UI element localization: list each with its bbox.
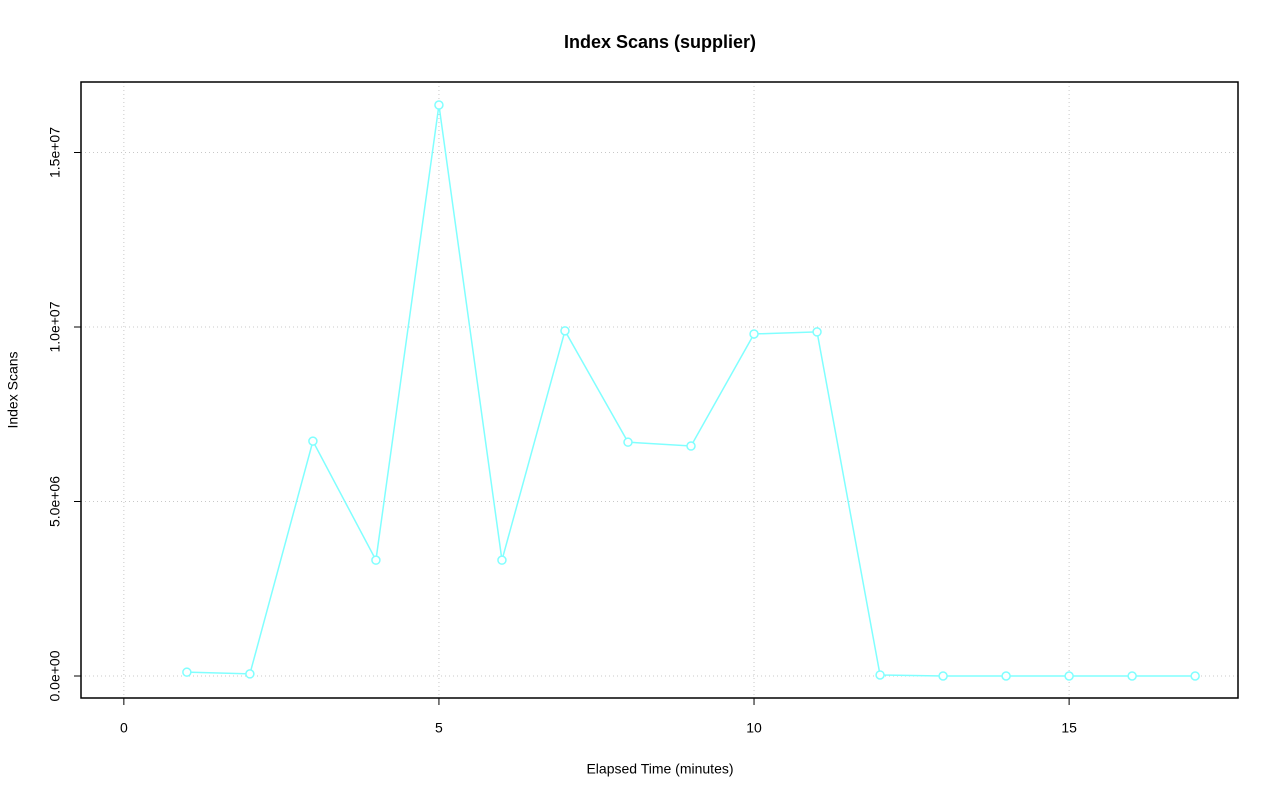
chart-title: Index Scans (supplier) — [564, 32, 756, 52]
data-point — [749, 329, 759, 339]
data-point — [686, 441, 696, 451]
data-point — [308, 436, 318, 446]
data-point — [434, 100, 444, 110]
x-tick-label: 10 — [746, 720, 762, 736]
data-point — [623, 437, 633, 447]
x-axis-label: Elapsed Time (minutes) — [586, 761, 733, 777]
y-tick-label: 5.0e+06 — [47, 476, 63, 527]
x-tick-label: 5 — [435, 720, 443, 736]
data-point — [245, 669, 255, 679]
data-point — [371, 555, 381, 565]
data-point — [1127, 671, 1137, 681]
series-line — [186, 104, 1196, 677]
data-point — [1064, 671, 1074, 681]
data-point — [182, 667, 192, 677]
plot-frame — [80, 81, 1239, 699]
data-point — [560, 326, 570, 336]
y-axis-label: Index Scans — [5, 351, 21, 428]
y-tick-label: 1.5e+07 — [47, 127, 63, 178]
data-point — [938, 671, 948, 681]
data-point — [812, 327, 822, 337]
y-tick-label: 1.0e+07 — [47, 301, 63, 352]
x-tick-label: 0 — [120, 720, 128, 736]
data-point — [1001, 671, 1011, 681]
data-point — [1190, 671, 1200, 681]
data-point — [875, 670, 885, 680]
x-tick-label: 15 — [1061, 720, 1077, 736]
data-point — [497, 555, 507, 565]
y-tick-label: 0.0e+00 — [47, 650, 63, 701]
